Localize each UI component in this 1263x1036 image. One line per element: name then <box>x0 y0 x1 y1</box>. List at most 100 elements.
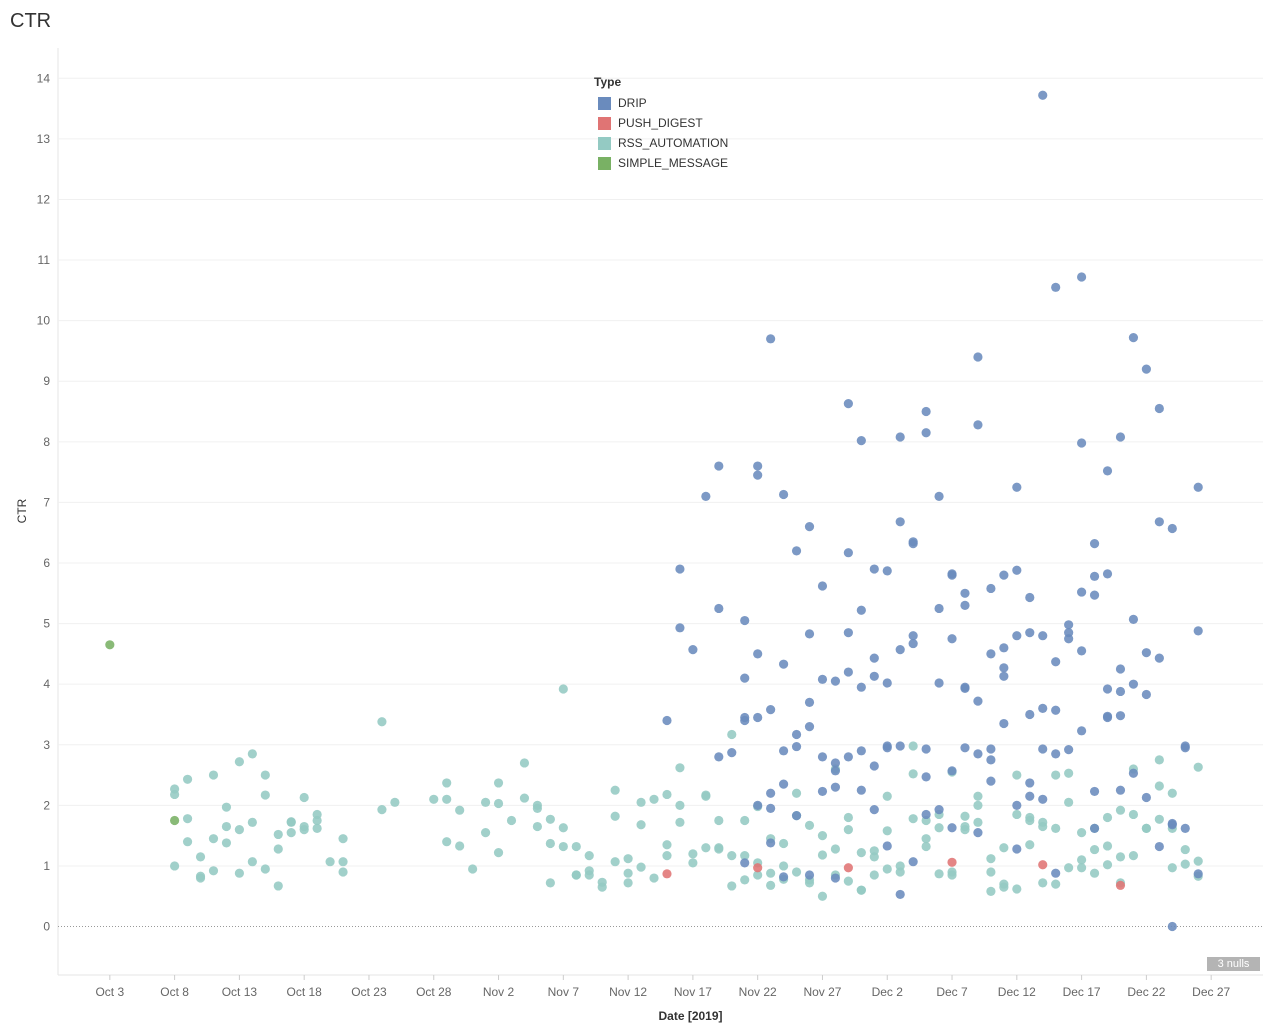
data-point <box>662 851 672 861</box>
legend-label: RSS_AUTOMATION <box>618 136 729 150</box>
data-point <box>1102 860 1113 870</box>
data-point <box>1012 770 1022 780</box>
data-point <box>856 605 866 615</box>
data-point <box>455 841 465 851</box>
data-point <box>1193 869 1203 879</box>
data-point <box>856 746 866 756</box>
data-point <box>1038 744 1048 754</box>
data-point <box>1128 333 1139 343</box>
data-point <box>753 649 763 659</box>
data-point <box>338 867 348 877</box>
data-point <box>1115 852 1126 862</box>
data-point <box>1089 868 1100 878</box>
data-point <box>545 878 555 888</box>
data-point <box>960 588 970 598</box>
data-point <box>195 852 206 862</box>
x-tick-label: Dec 22 <box>1127 985 1165 999</box>
data-point <box>468 864 478 874</box>
data-point <box>817 674 828 684</box>
data-point <box>740 673 750 683</box>
data-point <box>869 804 879 815</box>
data-point <box>947 823 957 833</box>
data-point <box>830 766 841 776</box>
data-point <box>960 600 970 611</box>
x-tick-label: Oct 13 <box>222 985 258 999</box>
legend-item-rss-automation[interactable]: RSS_AUTOMATION <box>594 133 728 153</box>
data-point <box>1051 657 1061 667</box>
data-point <box>999 570 1009 580</box>
data-point <box>1038 821 1048 832</box>
data-point <box>1180 844 1190 855</box>
data-point <box>791 729 802 740</box>
data-point <box>804 878 815 888</box>
data-point <box>1051 868 1061 878</box>
data-point <box>1012 631 1022 641</box>
data-point <box>273 881 283 891</box>
data-point <box>1193 856 1203 866</box>
data-point <box>1128 679 1139 689</box>
data-point <box>778 489 789 500</box>
data-point <box>1051 879 1061 889</box>
data-point <box>804 820 815 830</box>
data-point <box>753 870 763 880</box>
data-point <box>986 854 996 864</box>
nulls-badge[interactable]: 3 nulls <box>1207 957 1260 971</box>
data-point <box>947 857 957 867</box>
data-point <box>999 643 1009 653</box>
data-point <box>753 470 763 480</box>
data-point <box>649 794 659 804</box>
data-point <box>921 744 931 754</box>
data-point <box>960 743 970 753</box>
data-point <box>1167 921 1177 932</box>
data-point <box>843 399 853 409</box>
legend: Type DRIP PUSH_DIGEST RSS_AUTOMATION SIM… <box>594 75 728 173</box>
data-point <box>182 837 193 847</box>
data-point <box>830 873 841 883</box>
data-point <box>623 854 633 864</box>
x-tick-label: Nov 17 <box>674 985 712 999</box>
data-point <box>973 800 983 810</box>
legend-item-push-digest[interactable]: PUSH_DIGEST <box>594 113 728 133</box>
data-point <box>1089 571 1100 581</box>
data-point <box>1154 755 1164 765</box>
data-point <box>1141 689 1151 700</box>
data-point <box>973 696 983 706</box>
legend-item-simple-message[interactable]: SIMPLE_MESSAGE <box>594 153 728 173</box>
data-point <box>778 872 789 882</box>
x-tick-label: Dec 12 <box>998 985 1036 999</box>
data-point <box>960 683 970 694</box>
data-point <box>714 461 724 471</box>
y-tick-label: 8 <box>43 435 50 449</box>
data-point <box>701 791 711 801</box>
data-point <box>1025 592 1035 603</box>
data-point <box>442 778 452 788</box>
data-point <box>908 638 918 649</box>
data-point <box>843 548 853 558</box>
data-point <box>1115 711 1126 721</box>
y-tick-label: 14 <box>37 71 51 85</box>
data-point <box>856 848 866 858</box>
data-point <box>610 811 620 821</box>
data-point <box>1025 840 1035 850</box>
data-point <box>895 517 905 527</box>
data-point <box>999 718 1009 729</box>
data-point <box>1115 686 1126 697</box>
data-point <box>325 857 335 867</box>
y-tick-label: 7 <box>43 495 50 509</box>
data-point <box>1038 631 1048 641</box>
data-point <box>804 721 815 732</box>
data-point <box>1064 797 1074 807</box>
data-point <box>247 817 257 827</box>
data-point <box>908 539 918 549</box>
data-point <box>493 798 504 809</box>
data-point <box>610 857 620 867</box>
data-point <box>973 828 983 838</box>
data-point <box>675 763 685 773</box>
x-tick-label: Oct 18 <box>287 985 323 999</box>
data-point <box>740 858 750 868</box>
data-point <box>234 757 244 767</box>
data-point <box>1038 90 1048 100</box>
data-point <box>869 653 879 663</box>
legend-item-drip[interactable]: DRIP <box>594 93 728 113</box>
data-point <box>1102 712 1113 723</box>
